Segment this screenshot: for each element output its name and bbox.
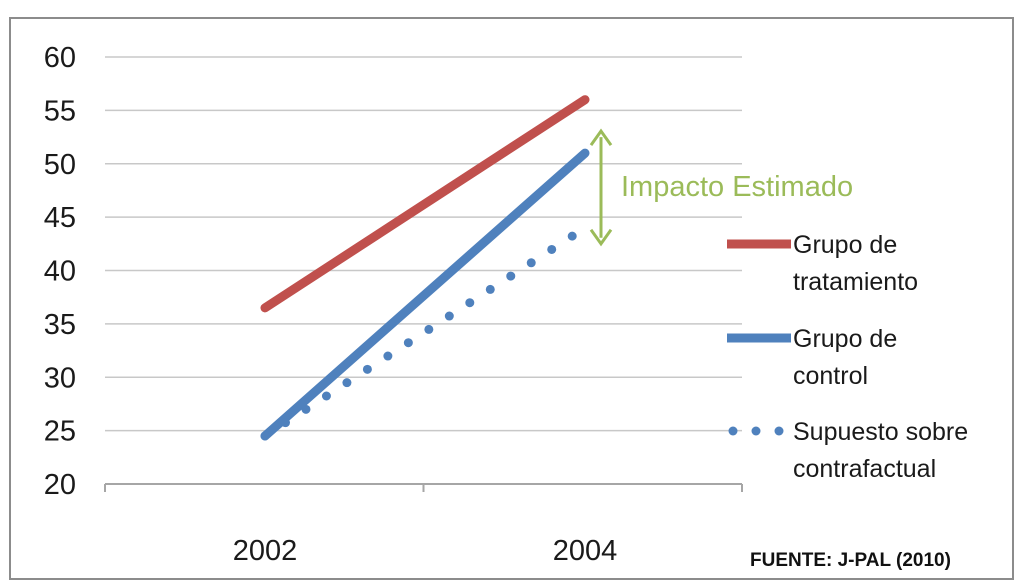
y-tick-label: 50	[44, 149, 76, 181]
impact-arrow-head-down	[589, 228, 613, 247]
counterfactual-point	[362, 364, 372, 374]
y-tick-label: 40	[44, 256, 76, 288]
y-tick-label: 20	[44, 469, 76, 501]
counterfactual-point	[342, 378, 352, 388]
y-tick-label: 55	[44, 95, 76, 127]
counterfactual-point	[321, 391, 331, 401]
counterfactual-point	[403, 338, 413, 348]
counterfactual-point	[444, 311, 454, 321]
counterfactual-point	[567, 231, 577, 241]
counterfactual-point	[547, 244, 557, 254]
legend-swatch-dot	[774, 426, 784, 436]
impact-arrow-head-up	[589, 128, 613, 146]
legend-label: Grupo de tratamiento	[793, 231, 918, 296]
y-tick-label: 60	[44, 42, 76, 74]
legend-swatch-dot	[751, 426, 761, 436]
impact-annotation: Impacto Estimado	[589, 128, 853, 247]
axes: 20 25 30 35 40 45 50 55 60 2002 2004	[44, 42, 743, 567]
x-tick-label: 2004	[553, 535, 618, 567]
series-lines	[260, 95, 590, 441]
counterfactual-point	[424, 324, 434, 334]
series-line	[260, 95, 590, 313]
legend-swatch-dot	[728, 426, 738, 436]
counterfactual-point	[485, 284, 495, 294]
series-line	[260, 148, 590, 441]
counterfactual-point	[465, 298, 475, 308]
counterfactual-point	[526, 258, 536, 268]
counterfactual-point	[301, 404, 311, 414]
source-label: FUENTE: J-PAL (2010)	[750, 550, 951, 571]
y-tick-label: 30	[44, 362, 76, 394]
counterfactual-point	[280, 418, 290, 428]
impact-label: Impacto Estimado	[621, 171, 853, 203]
y-tick-label: 35	[44, 309, 76, 341]
y-tick-label: 25	[44, 416, 76, 448]
counterfactual-point	[383, 351, 393, 361]
legend-label: Grupo de control	[793, 325, 897, 390]
y-tick-label: 45	[44, 202, 76, 234]
x-tick-label: 2002	[233, 535, 298, 567]
counterfactual-point	[260, 431, 270, 441]
counterfactual-point	[506, 271, 516, 281]
legend-label: Supuesto sobre contrafactual	[793, 418, 968, 483]
legend: Grupo de tratamiento Grupo de control Supues…	[727, 231, 968, 483]
gridlines	[105, 56, 742, 432]
